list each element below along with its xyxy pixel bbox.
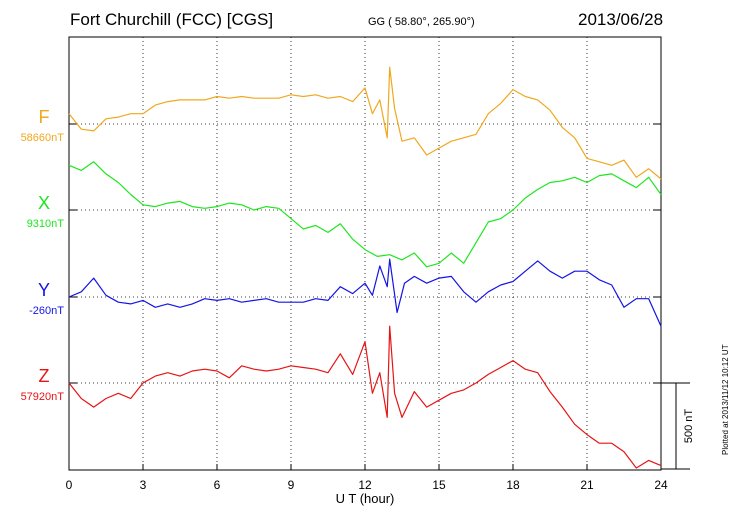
x-tick-label: 0 (66, 478, 73, 492)
x-tick-label: 21 (580, 478, 594, 492)
series-line-y (68, 258, 662, 327)
series-line-z (68, 325, 662, 469)
series-lines (68, 66, 662, 469)
series-name-z: Z (39, 366, 50, 386)
x-tick-label: 18 (506, 478, 520, 492)
series-baseline-z: 57920nT (21, 391, 65, 403)
plotted-timestamp: Plotted at 2013/11/12 10:12 UT (721, 344, 730, 455)
series-baseline-y: -260nT (29, 305, 64, 317)
series-baseline-f: 58660nT (21, 132, 65, 144)
x-axis-ticks: 0 3 6 9 12 15 18 21 24 (66, 464, 668, 492)
series-line-f (68, 66, 662, 180)
series-name-y: Y (38, 280, 50, 300)
x-tick-label: 9 (288, 478, 295, 492)
series-name-f: F (39, 107, 50, 127)
x-tick-label: 12 (358, 478, 372, 492)
series-labels: F 58660nT X 9310nT Y -260nT Z 57920nT (21, 107, 65, 403)
scale-bar-label: 500 nT (683, 409, 695, 444)
x-tick-label: 6 (214, 478, 221, 492)
x-axis-label: U T (hour) (336, 491, 395, 506)
series-name-x: X (38, 193, 50, 213)
scale-bar: 500 nT (661, 382, 695, 470)
x-tick-label: 3 (140, 478, 147, 492)
coordinates-label: GG ( 58.80°, 265.90°) (368, 16, 475, 28)
x-tick-label: 24 (654, 478, 668, 492)
grid (69, 37, 661, 470)
x-tick-label: 15 (432, 478, 446, 492)
date-label: 2013/06/28 (578, 10, 664, 29)
series-baseline-x: 9310nT (27, 218, 65, 230)
series-line-x (68, 161, 662, 268)
station-title: Fort Churchill (FCC) [CGS] (70, 10, 274, 29)
